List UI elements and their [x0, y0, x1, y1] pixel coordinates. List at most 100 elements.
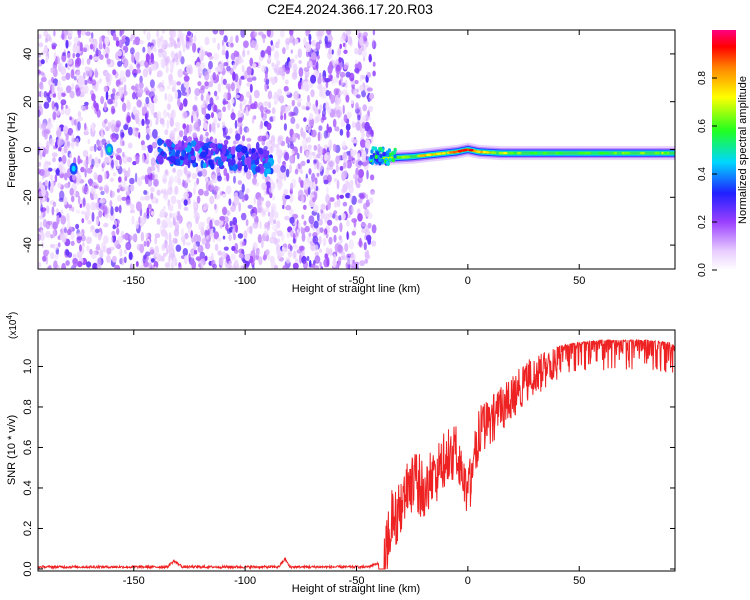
noise-speckle — [369, 92, 375, 100]
noise-speckle — [48, 264, 52, 269]
noise-speckle — [320, 203, 326, 211]
noise-speckle — [348, 239, 355, 250]
noise-speckle — [92, 262, 98, 269]
noise-speckle — [366, 234, 372, 242]
noise-speckle — [148, 102, 154, 111]
signal-onset-speck — [386, 152, 390, 157]
signal-onset-speck — [376, 151, 380, 156]
noise-speckle — [105, 90, 109, 101]
noise-speckle — [270, 209, 275, 218]
noise-speckle — [103, 235, 109, 244]
noise-speckle — [155, 198, 159, 204]
noise-speckle — [353, 173, 359, 180]
signal-onset-speck — [374, 154, 378, 159]
noise-speckle — [86, 167, 93, 174]
noise-speckle — [347, 35, 353, 45]
noise-speckle — [154, 236, 158, 245]
noise-speckle — [331, 213, 336, 219]
noise-speckle — [66, 213, 70, 222]
x-tick-label: -100 — [234, 275, 256, 287]
noise-speckle — [189, 36, 194, 47]
noise-speckle — [264, 222, 270, 229]
noise-speckle — [85, 31, 91, 36]
signal-onset-speck — [375, 158, 379, 163]
noise-speckle — [92, 181, 98, 187]
noise-band-speck — [235, 145, 243, 153]
signal-hotspot — [452, 150, 457, 154]
noise-speckle — [122, 168, 127, 173]
noise-speckle — [336, 194, 340, 200]
noise-speckle — [277, 39, 281, 45]
noise-speckle — [348, 185, 354, 194]
noise-speckle — [80, 210, 86, 215]
noise-speckle — [193, 249, 198, 255]
signal-onset-speck — [382, 151, 386, 157]
noise-speckle — [296, 152, 300, 160]
noise-speckle — [205, 230, 210, 236]
noise-speckle — [359, 84, 364, 92]
noise-speckle — [338, 79, 342, 86]
noise-speckle — [119, 70, 125, 80]
noise-speckle — [249, 225, 253, 235]
noise-speckle — [39, 150, 43, 161]
noise-speckle — [134, 83, 139, 92]
noise-speckle — [212, 37, 216, 44]
noise-speckle — [76, 177, 80, 185]
noise-speckle — [304, 75, 308, 82]
y-tick-label: 0.0 — [22, 561, 34, 576]
noise-speckle — [50, 252, 55, 260]
noise-speckle — [148, 91, 155, 99]
noise-speckle — [77, 261, 83, 268]
noise-speckle — [355, 167, 359, 176]
noise-speckle — [346, 159, 352, 169]
noise-speckle — [333, 76, 339, 84]
noise-speckle — [347, 257, 351, 265]
noise-speckle — [268, 147, 274, 154]
noise-speckle — [55, 168, 60, 175]
noise-speckle — [184, 232, 189, 240]
noise-speckle — [44, 170, 51, 177]
noise-speckle — [279, 95, 285, 104]
noise-band-speck — [265, 161, 272, 171]
noise-speckle — [169, 212, 173, 219]
noise-speckle — [100, 190, 105, 196]
noise-speckle — [342, 201, 348, 207]
noise-speckle — [303, 67, 310, 72]
colorbar-tick-label: 0.2 — [697, 215, 708, 229]
noise-speckle — [185, 241, 191, 246]
noise-speckle — [258, 135, 264, 141]
noise-speckle — [354, 47, 359, 55]
noise-speckle — [372, 70, 376, 77]
noise-speckle — [277, 238, 281, 244]
noise-speckle — [138, 88, 144, 95]
signal-onset-speck — [370, 149, 374, 154]
noise-speckle — [116, 49, 123, 57]
noise-speckle — [203, 71, 210, 81]
noise-blob-core — [71, 165, 76, 172]
noise-speckle — [150, 264, 153, 269]
noise-speckle — [142, 68, 149, 78]
noise-speckle — [349, 179, 354, 188]
noise-speckle — [258, 31, 264, 36]
noise-speckle — [313, 159, 318, 164]
noise-band-speck — [230, 146, 236, 155]
noise-speckle — [312, 235, 319, 244]
noise-speckle — [81, 47, 87, 52]
noise-speckle — [339, 71, 346, 78]
noise-speckle — [365, 40, 369, 48]
noise-speckle — [244, 253, 251, 261]
noise-speckle — [287, 243, 292, 250]
noise-speckle — [87, 139, 91, 144]
noise-speckle — [305, 150, 310, 159]
noise-speckle — [112, 255, 117, 263]
noise-speckle — [340, 35, 345, 43]
noise-speckle — [46, 197, 50, 203]
noise-speckle — [365, 114, 369, 122]
noise-speckle — [69, 90, 75, 99]
noise-speckle — [240, 264, 244, 269]
noise-speckle — [221, 121, 226, 129]
noise-speckle — [324, 35, 328, 45]
noise-speckle — [176, 169, 183, 177]
noise-speckle — [40, 229, 44, 236]
snr-background — [38, 330, 675, 571]
